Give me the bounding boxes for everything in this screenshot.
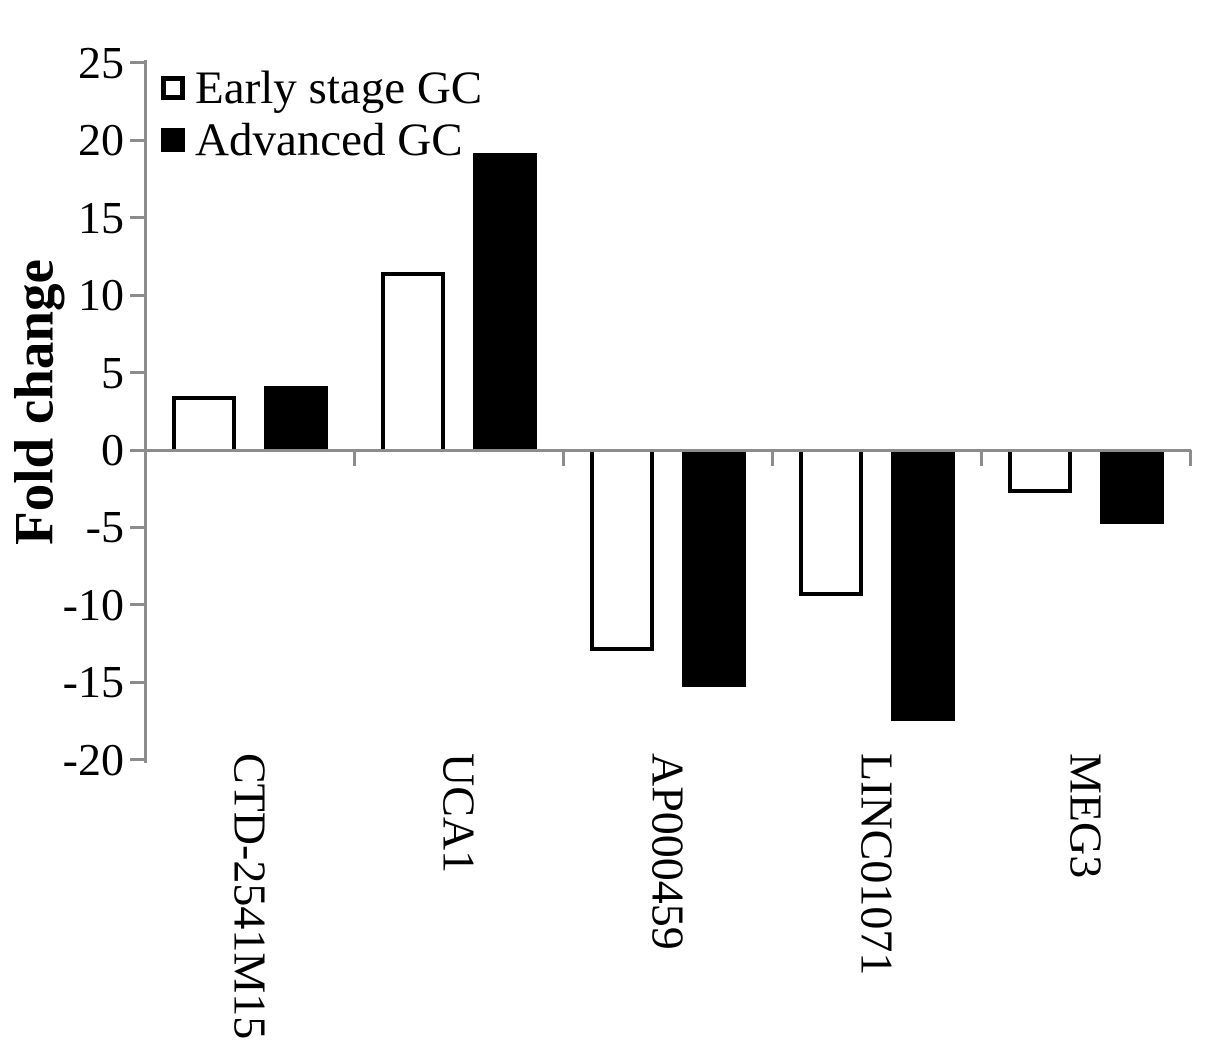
legend-item-early-stage-gc: Early stage GC	[161, 62, 482, 114]
x-category-label-linc01071: LINC01071	[851, 753, 903, 976]
bar-advanced-ctd-2541m15	[263, 386, 328, 450]
y-tick-mark	[130, 293, 145, 297]
y-tick-label: -5	[85, 501, 124, 553]
y-tick-label: -20	[62, 733, 124, 785]
legend-swatch-early-stage-gc	[161, 76, 185, 100]
y-tick-label: 10	[78, 269, 124, 321]
legend-label-early-stage-gc: Early stage GC	[195, 62, 483, 114]
bar-advanced-ap000459	[681, 450, 746, 687]
x-tick-mark	[770, 450, 774, 466]
x-category-label-ap000459: AP000459	[642, 753, 694, 950]
y-tick-mark	[130, 448, 145, 452]
x-category-label-ctd-2541m15: CTD-2541M15	[224, 753, 276, 1040]
bar-early-stage-uca1	[380, 271, 445, 450]
legend-label-advanced-gc: Advanced GC	[195, 114, 463, 166]
y-tick-label: 5	[101, 346, 124, 398]
y-tick-label: 20	[78, 114, 124, 166]
y-tick-mark	[130, 371, 145, 375]
x-tick-mark	[979, 450, 983, 466]
y-tick-label: -15	[62, 656, 124, 708]
y-tick-label: 25	[78, 36, 124, 88]
bar-early-stage-meg3	[1007, 450, 1072, 494]
legend: Early stage GC Advanced GC	[161, 62, 482, 166]
x-axis-line	[144, 449, 1191, 452]
y-tick-mark	[130, 680, 145, 684]
y-tick-mark	[130, 603, 145, 607]
bar-advanced-linc01071	[890, 450, 955, 722]
bar-early-stage-ap000459	[589, 450, 654, 652]
x-tick-mark	[561, 450, 565, 466]
y-tick-mark	[130, 758, 145, 762]
legend-swatch-advanced-gc	[161, 128, 185, 152]
y-tick-label: -10	[62, 578, 124, 630]
x-category-label-uca1: UCA1	[433, 753, 485, 874]
legend-item-advanced-gc: Advanced GC	[161, 114, 482, 166]
bar-advanced-uca1	[472, 152, 537, 450]
y-tick-mark	[130, 138, 145, 142]
x-tick-mark	[352, 450, 356, 466]
x-category-label-meg3: MEG3	[1060, 753, 1112, 879]
y-tick-mark	[130, 525, 145, 529]
y-tick-label: 15	[78, 191, 124, 243]
x-tick-mark	[1188, 450, 1192, 466]
y-tick-mark	[130, 61, 145, 65]
y-tick-mark	[130, 216, 145, 220]
y-axis-line	[144, 60, 147, 763]
y-tick-label: 0	[101, 424, 124, 475]
bar-early-stage-ctd-2541m15	[171, 395, 236, 450]
bar-advanced-meg3	[1099, 450, 1164, 525]
bar-early-stage-linc01071	[798, 450, 863, 596]
